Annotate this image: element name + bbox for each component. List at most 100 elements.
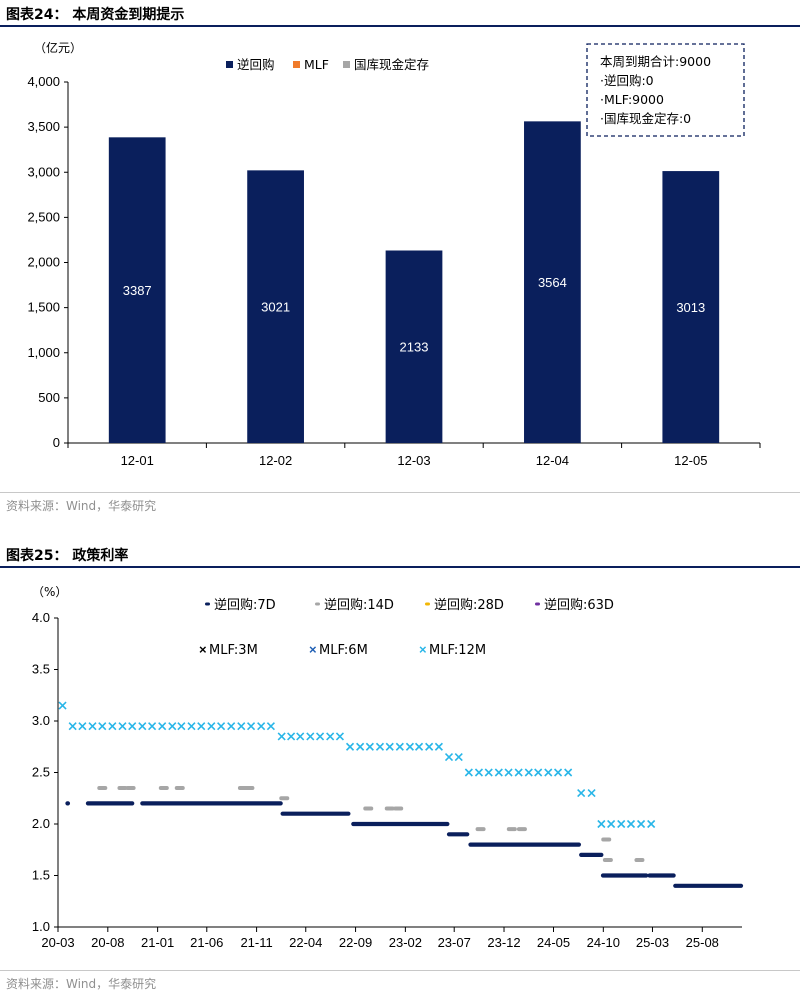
mlf12m-point (306, 732, 315, 741)
mlf12m-point (365, 742, 374, 751)
mlf12m-point (544, 768, 553, 777)
mlf12m-point (108, 722, 117, 731)
legend-label-rr28: 逆回购:28D (434, 597, 504, 613)
chart2-x-tick-label: 22-09 (339, 935, 372, 950)
legend-marker-mlf6: × (309, 642, 317, 657)
chart2-y-tick-label: 1.0 (32, 919, 50, 934)
chart1-x-tick-label: 12-05 (674, 453, 707, 468)
mlf12m-point (326, 732, 335, 741)
chart2-y-tick-label: 2.0 (32, 816, 50, 831)
mlf12m-point-stroke-b (514, 768, 523, 777)
mlf12m-point (647, 819, 656, 829)
mlf12m-point (148, 722, 157, 731)
legend-swatch-2 (343, 61, 350, 68)
legend-marker-mlf3: × (199, 642, 207, 657)
mlf12m-point-stroke-b (474, 768, 484, 777)
legend-marker-mlf12: × (419, 642, 427, 657)
chart2-y-tick-label: 3.0 (32, 713, 50, 728)
mlf12m-point (425, 742, 434, 751)
series-mlf-12m (58, 701, 656, 829)
mlf12m-point (316, 732, 325, 741)
chart2-top-rule (0, 566, 800, 568)
chart2-x-tick-label: 25-08 (686, 935, 719, 950)
series-reverse-repo-7d (65, 801, 744, 888)
mlf12m-point-stroke-b (425, 742, 434, 751)
mlf12m-point (168, 722, 177, 731)
chart1-y-tick-label: 1,000 (27, 345, 60, 360)
series-reverse-repo-14d (97, 785, 645, 863)
chart1-y-tick-label: 2,500 (27, 209, 60, 224)
mlf12m-point-stroke-b (306, 732, 315, 741)
mlf12m-point-stroke-b (553, 768, 563, 777)
chart1-annotation-box: 本周到期合计:9000 ·逆回购:0 ·MLF:9000 ·国库现金定存:0 (586, 43, 745, 137)
mlf12m-point-stroke-b (207, 722, 216, 731)
legend-label-0: 逆回购 (237, 57, 275, 72)
mlf12m-point-stroke-b (607, 819, 616, 829)
mlf12m-point (58, 701, 67, 710)
mlf12m-point (454, 752, 463, 762)
mlf12m-point-stroke-b (277, 732, 286, 741)
chart1-source: 资料来源：Wind，华泰研究 (6, 499, 157, 513)
legend-swatch-1 (293, 61, 300, 68)
mlf12m-point (553, 768, 563, 777)
legend-marker-rr14 (315, 602, 320, 606)
chart2-y-axis: 1.0 1.5 2.0 2.5 3.0 3.5 4.0 (32, 610, 59, 934)
mlf12m-point-stroke-b (405, 742, 414, 751)
mlf12m-point-stroke-b (534, 768, 543, 777)
mlf12m-point-stroke-b (237, 722, 246, 731)
mlf12m-point (227, 722, 236, 731)
mlf12m-point (237, 722, 246, 731)
mlf12m-point (626, 819, 636, 829)
mlf12m-point-stroke-b (227, 722, 236, 731)
chart1-bottom-rule (0, 492, 800, 493)
chart2-figure-title: 图表25： 政策利率 (6, 548, 129, 564)
mlf12m-point (617, 819, 626, 829)
chart1-bars: 3387 3021 2133 3564 3013 (108, 121, 720, 444)
mlf12m-point (405, 742, 414, 751)
mlf12m-point (444, 752, 454, 762)
mlf12m-point (434, 742, 443, 751)
mlf12m-point (385, 742, 394, 751)
mlf12m-point-stroke-b (626, 819, 636, 829)
mlf12m-point (158, 722, 167, 731)
mlf12m-point-stroke-b (68, 722, 77, 731)
legend-label-1: MLF (304, 57, 329, 72)
mlf12m-point (287, 732, 296, 741)
legend-label-mlf6: MLF:6M (319, 643, 368, 658)
chart2-x-tick-label: 20-08 (91, 935, 124, 950)
annotation-line-total: 本周到期合计:9000 (600, 54, 711, 69)
mlf12m-point-stroke-b (287, 732, 296, 741)
mlf12m-point-stroke-b (414, 742, 424, 751)
mlf12m-point-stroke-b (316, 732, 325, 741)
chart1-svg: （亿元） 0 500 1,000 1,500 2,000 2,500 3,000 3,500 4… (27, 40, 761, 468)
mlf12m-point (128, 722, 137, 731)
chart1-y-tick-label: 1,500 (27, 300, 60, 315)
mlf12m-point-stroke-b (138, 722, 147, 731)
chart2-x-tick-label: 21-06 (190, 935, 223, 950)
legend-label-mlf3: MLF:3M (209, 643, 258, 658)
mlf12m-point (375, 742, 385, 751)
chart1-y-tick-label: 4,000 (27, 74, 60, 89)
chart2-y-tick-label: 2.5 (32, 765, 50, 780)
mlf12m-point-stroke-b (118, 722, 127, 731)
mlf12m-point-stroke-b (444, 752, 454, 762)
chart2-x-tick-label: 24-05 (537, 935, 570, 950)
annotation-line-reverse-repo: ·逆回购:0 (600, 73, 654, 88)
chart1-x-tick-label: 12-01 (121, 453, 154, 468)
bar-12-01 (108, 137, 166, 443)
mlf12m-point-stroke-b (587, 789, 596, 798)
mlf12m-point (266, 722, 275, 731)
legend-marker-rr63 (535, 602, 540, 606)
chart2-bottom-rule (0, 970, 800, 971)
chart2-x-tick-label: 22-04 (289, 935, 322, 950)
legend-label-2: 国库现金定存 (354, 57, 429, 72)
mlf12m-point (246, 722, 256, 731)
chart2-y-tick-label: 4.0 (32, 610, 50, 625)
mlf12m-point (514, 768, 523, 777)
mlf12m-point (68, 722, 77, 731)
mlf12m-point (356, 742, 365, 751)
mlf12m-point (207, 722, 216, 731)
mlf12m-point (607, 819, 616, 829)
annotation-border (586, 43, 745, 137)
mlf12m-point (534, 768, 543, 777)
